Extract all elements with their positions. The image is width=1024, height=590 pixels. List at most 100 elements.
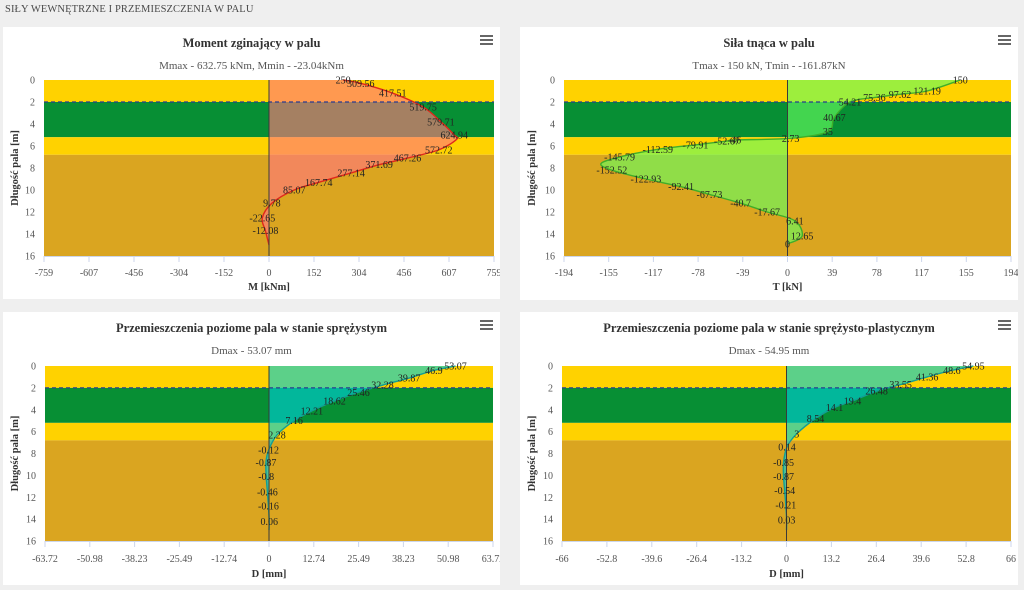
x-tick-label: 12.74 xyxy=(303,554,326,565)
data-label: -0.16 xyxy=(258,502,279,513)
y-tick-label: 14 xyxy=(545,230,555,241)
y-tick-label: 8 xyxy=(550,164,555,175)
data-label: 167.74 xyxy=(305,178,333,189)
data-label: 32.28 xyxy=(371,381,394,392)
x-tick-label: 117 xyxy=(914,268,929,279)
x-tick-label: -13.2 xyxy=(731,554,752,565)
x-tick-label: 52.8 xyxy=(957,554,975,565)
y-tick-label: 14 xyxy=(26,515,36,526)
data-label: -0.87 xyxy=(773,472,794,483)
y-tick-label: 16 xyxy=(25,252,35,263)
data-label: -0.87 xyxy=(256,458,277,469)
data-label: -0.46 xyxy=(257,487,278,498)
x-tick-label: -759 xyxy=(35,268,53,279)
data-label: -0.8 xyxy=(258,472,274,483)
y-tick-label: 12 xyxy=(545,208,555,219)
y-tick-label: 6 xyxy=(30,142,35,153)
data-label: 417.51 xyxy=(379,89,407,100)
x-tick-label: -78 xyxy=(691,268,704,279)
series-area xyxy=(265,366,456,531)
y-tick-label: 10 xyxy=(543,471,553,482)
data-label: 46.9 xyxy=(425,366,443,377)
y-axis-title: Długość pala [m] xyxy=(10,416,21,492)
chart-subtitle: Dmax - 54.95 mm xyxy=(728,345,810,357)
x-tick-label: 607 xyxy=(442,268,457,279)
y-tick-label: 2 xyxy=(30,98,35,109)
x-tick-label: -456 xyxy=(125,268,143,279)
x-tick-label: -12.74 xyxy=(211,554,237,565)
x-tick-label: 39.6 xyxy=(912,554,930,565)
series-area xyxy=(262,80,458,245)
data-label: 19.4 xyxy=(844,397,862,408)
data-label: 53.07 xyxy=(444,362,467,373)
data-label: -52.67 xyxy=(714,137,740,148)
y-tick-label: 10 xyxy=(25,186,35,197)
y-tick-label: 2 xyxy=(31,383,36,394)
chart-card-elastic-displacement: -63.72 -50.98 -38.23 -25.49 -12.74 0 12.74 25.4… xyxy=(3,312,500,585)
data-label: 572.72 xyxy=(425,145,453,156)
x-axis-title: D [mm] xyxy=(769,569,804,580)
y-tick-label: 0 xyxy=(31,362,36,373)
data-label: 467.26 xyxy=(394,154,422,165)
x-tick-label: -117 xyxy=(644,268,662,279)
x-tick-label: -39 xyxy=(736,268,749,279)
data-label: -79.91 xyxy=(683,140,709,151)
x-tick-label: 13.2 xyxy=(823,554,841,565)
y-tick-label: 14 xyxy=(25,230,35,241)
y-tick-label: 16 xyxy=(26,537,36,548)
data-label: -152.52 xyxy=(596,166,627,177)
data-label: 40.67 xyxy=(823,113,846,124)
data-label: 0.14 xyxy=(778,442,796,453)
y-tick-label: 4 xyxy=(548,405,553,416)
data-label: 35 xyxy=(823,127,833,138)
x-tick-label: 155 xyxy=(959,268,974,279)
x-tick-label: -304 xyxy=(170,268,188,279)
hamburger-menu-icon[interactable] xyxy=(998,319,1011,330)
series-area xyxy=(783,366,974,531)
y-axis-title: Długość pala [m] xyxy=(527,416,538,492)
y-tick-label: 14 xyxy=(543,515,553,526)
y-tick-label: 4 xyxy=(31,405,36,416)
chart-bending-moment: -759 -607 -456 -304 -152 0 152 304 456 607 7590246… xyxy=(10,76,500,294)
data-label: 14.1 xyxy=(826,403,844,414)
x-tick-label: -26.4 xyxy=(686,554,707,565)
series-line xyxy=(782,365,974,531)
data-label: 8.54 xyxy=(807,414,825,425)
x-tick-label: 0 xyxy=(267,554,272,565)
data-label: 3 xyxy=(794,429,799,440)
x-tick-label: 39 xyxy=(827,268,837,279)
x-tick-label: 38.23 xyxy=(392,554,415,565)
data-label: -0.85 xyxy=(773,458,794,469)
x-axis-title: T [kN] xyxy=(773,282,803,293)
x-tick-label: -38.23 xyxy=(122,554,148,565)
data-label: 33.55 xyxy=(889,380,912,391)
data-label: -0.12 xyxy=(258,446,279,457)
x-tick-label: 63.72 xyxy=(482,554,500,565)
x-tick-label: 50.98 xyxy=(437,554,460,565)
y-tick-label: 6 xyxy=(548,427,553,438)
y-axis-title: Długość pala [m] xyxy=(527,130,538,206)
chart-card-bending-moment: -759 -607 -456 -304 -152 0 152 304 456 607 759 0 2 4 6… xyxy=(3,27,500,299)
y-tick-label: 0 xyxy=(550,76,555,87)
x-tick-label: -152 xyxy=(215,268,233,279)
x-tick-label: -607 xyxy=(80,268,98,279)
hamburger-menu-icon[interactable] xyxy=(480,319,493,330)
x-tick-label: -50.98 xyxy=(77,554,103,565)
data-label: 85.07 xyxy=(283,186,306,197)
data-label: 41.36 xyxy=(916,372,939,383)
chart-elastic-displacement: -63.72 -50.98 -38.23 -25.49 -12.74 0 12.74 25.4… xyxy=(10,362,500,581)
data-label: 2.28 xyxy=(268,430,286,441)
data-label: -0.21 xyxy=(775,500,796,511)
data-label: 25.46 xyxy=(347,388,370,399)
x-tick-label: 194 xyxy=(1004,268,1019,279)
series-area xyxy=(600,80,961,244)
x-axis-title: M [kNm] xyxy=(248,282,290,293)
data-label: 579.71 xyxy=(427,117,455,128)
hamburger-menu-icon[interactable] xyxy=(998,34,1011,45)
data-label: 371.69 xyxy=(365,160,393,171)
data-label: 12.21 xyxy=(301,406,324,417)
data-label: 6.41 xyxy=(786,216,804,227)
x-tick-label: 0 xyxy=(784,554,789,565)
hamburger-menu-icon[interactable] xyxy=(480,34,493,45)
y-tick-label: 6 xyxy=(550,142,555,153)
